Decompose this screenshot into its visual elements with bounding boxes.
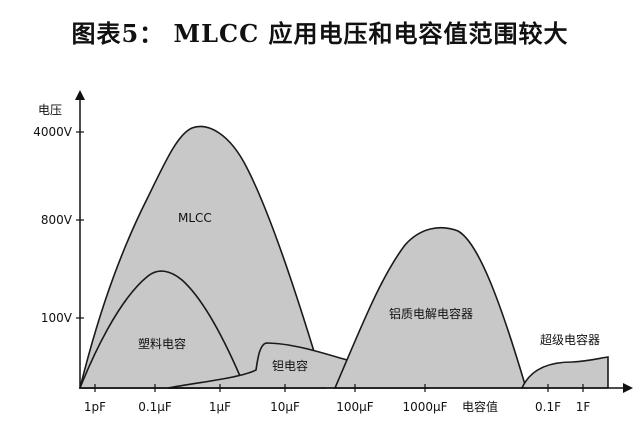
x-tick-label: 1pF — [84, 400, 106, 414]
series-label-plastic-capacitor: 塑料电容 — [138, 336, 186, 351]
x-tick-label: 0.1F — [535, 400, 561, 414]
area-supercapacitor — [520, 356, 609, 389]
y-tick-label: 4000V — [33, 125, 73, 139]
series-label-aluminum-electrolytic-capacitor: 铝质电解电容器 — [389, 306, 473, 321]
x-tick-label: 10μF — [270, 400, 300, 414]
y-axis-label: 电压 — [38, 103, 62, 117]
x-tick-label: 0.1μF — [138, 400, 172, 414]
area-aluminum-electrolytic-capacitor — [333, 227, 528, 389]
y-tick-label: 800V — [41, 213, 73, 227]
chart-title: 图表5： MLCC 应用电压和电容值范围较大 — [71, 19, 569, 48]
series-label-tantalum-capacitor: 钽电容 — [272, 358, 308, 373]
x-axis-label: 电容值 — [462, 399, 498, 414]
y-tick-label: 100V — [41, 311, 73, 325]
x-tick-label: 1000μF — [402, 400, 447, 414]
x-tick-label: 100μF — [336, 400, 374, 414]
x-tick-label: 1F — [576, 400, 591, 414]
series-label-mlcc: MLCC — [178, 211, 212, 225]
series-label-supercapacitor: 超级电容器 — [540, 332, 600, 347]
x-tick-label: 1μF — [209, 400, 231, 414]
